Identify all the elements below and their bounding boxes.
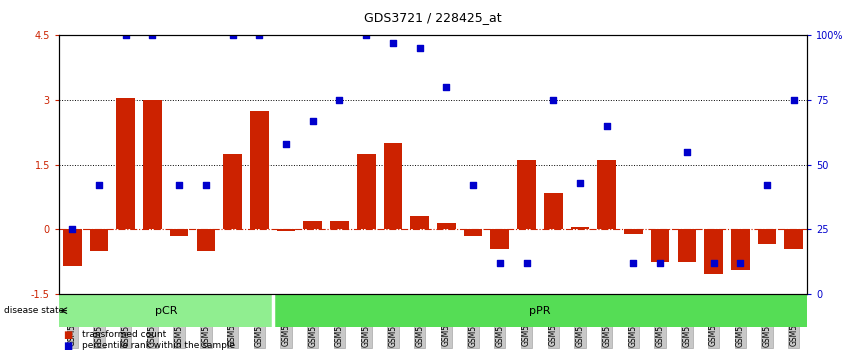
- Bar: [357, 154, 376, 229]
- Bar: [758, 229, 777, 244]
- Point: [333, 97, 346, 103]
- Point: [119, 33, 132, 38]
- Bar: [544, 193, 563, 229]
- Point: [439, 84, 453, 90]
- Point: [199, 182, 213, 188]
- Text: pPR: pPR: [529, 306, 551, 316]
- Point: [226, 33, 240, 38]
- Bar: [463, 229, 482, 236]
- Bar: [330, 221, 349, 229]
- Point: [573, 180, 587, 185]
- Point: [707, 260, 721, 266]
- Text: ■: ■: [63, 330, 73, 340]
- Text: GDS3721 / 228425_at: GDS3721 / 228425_at: [365, 11, 501, 24]
- Point: [600, 123, 614, 129]
- Text: percentile rank within the sample: percentile rank within the sample: [82, 341, 236, 350]
- Point: [787, 97, 801, 103]
- Text: disease state: disease state: [4, 306, 65, 315]
- Bar: [650, 229, 669, 262]
- Bar: [704, 229, 723, 274]
- Bar: [517, 160, 536, 229]
- Point: [626, 260, 640, 266]
- Point: [279, 141, 293, 147]
- Point: [65, 227, 79, 232]
- Point: [359, 33, 373, 38]
- Bar: [63, 229, 81, 266]
- Point: [493, 260, 507, 266]
- Bar: [785, 229, 803, 249]
- Point: [413, 46, 427, 51]
- Bar: [59, 294, 273, 327]
- Bar: [223, 154, 242, 229]
- Bar: [276, 229, 295, 232]
- Bar: [273, 294, 807, 327]
- Bar: [490, 229, 509, 249]
- Bar: [197, 229, 216, 251]
- Bar: [598, 160, 616, 229]
- Point: [386, 40, 400, 46]
- Point: [546, 97, 560, 103]
- Bar: [170, 229, 189, 236]
- Bar: [89, 229, 108, 251]
- Bar: [437, 223, 456, 229]
- Bar: [624, 229, 643, 234]
- Bar: [571, 227, 590, 229]
- Point: [172, 182, 186, 188]
- Bar: [303, 221, 322, 229]
- Point: [520, 260, 533, 266]
- Bar: [250, 111, 268, 229]
- Bar: [677, 229, 696, 262]
- Point: [680, 149, 694, 154]
- Point: [734, 260, 747, 266]
- Point: [306, 118, 320, 124]
- Bar: [731, 229, 750, 270]
- Point: [92, 182, 106, 188]
- Bar: [143, 100, 162, 229]
- Bar: [116, 98, 135, 229]
- Point: [466, 182, 480, 188]
- Text: pCR: pCR: [154, 306, 177, 316]
- Bar: [410, 216, 429, 229]
- Point: [653, 260, 667, 266]
- Point: [760, 182, 774, 188]
- Point: [252, 33, 266, 38]
- Text: ■: ■: [63, 341, 73, 350]
- Text: transformed count: transformed count: [82, 331, 166, 339]
- Point: [145, 33, 159, 38]
- Bar: [384, 143, 403, 229]
